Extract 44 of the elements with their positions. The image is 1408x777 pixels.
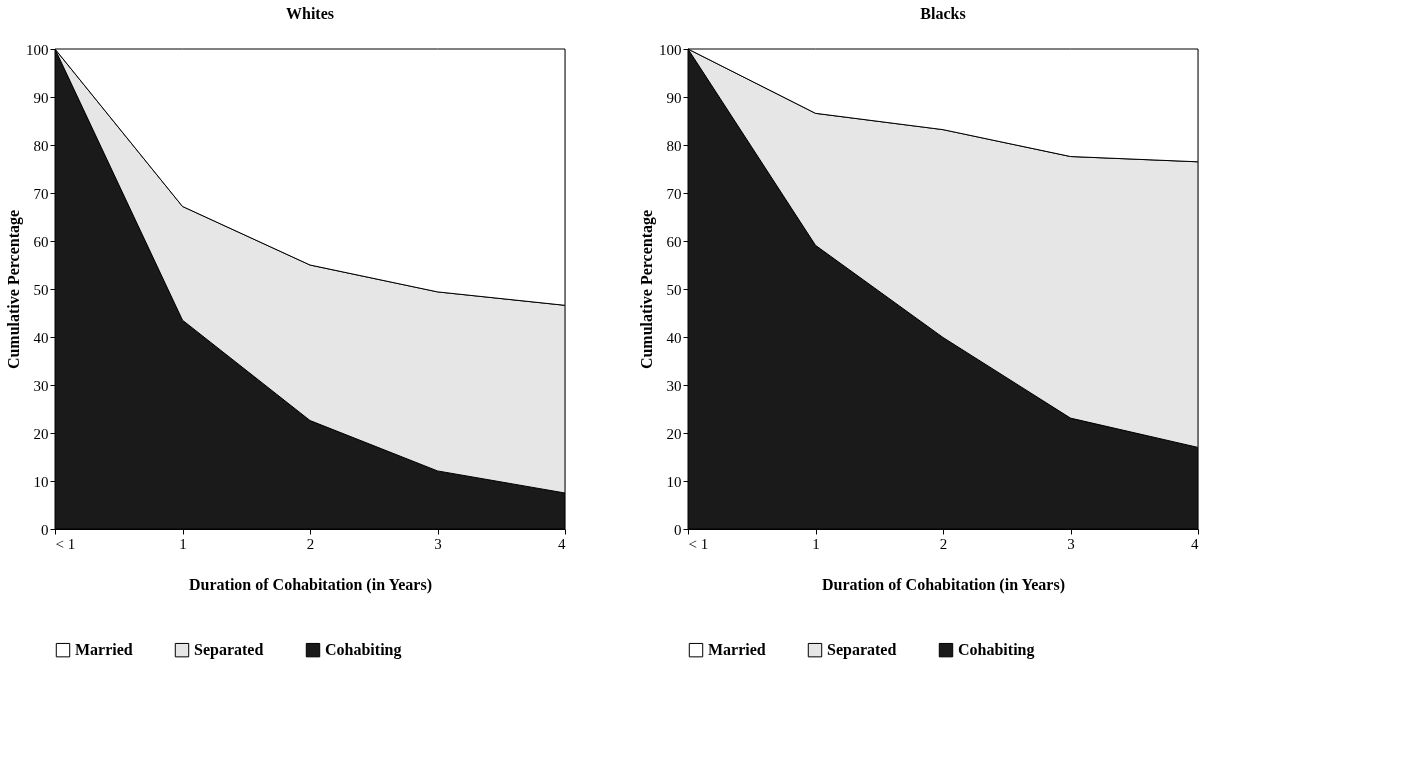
y-tick-label: 10 — [33, 473, 49, 490]
y-tick-label: 10 — [666, 473, 682, 490]
y-tick-label: 30 — [33, 377, 49, 394]
legend-label: Cohabiting — [958, 641, 1035, 660]
x-axis-title: Duration of Cohabitation (in Years) — [189, 575, 432, 594]
y-tick-label: 60 — [666, 233, 682, 250]
y-tick-label: 90 — [666, 89, 682, 106]
y-tick-label: 50 — [33, 281, 49, 298]
legend-label: Separated — [827, 641, 897, 660]
legend-label: Cohabiting — [325, 641, 402, 660]
x-tick-label: 2 — [306, 535, 315, 552]
chart-title: Blacks — [920, 5, 966, 22]
x-tick-label: < 1 — [55, 535, 76, 552]
x-tick-label: 1 — [179, 535, 187, 552]
y-tick-label: 0 — [674, 521, 682, 538]
y-tick-label: 20 — [666, 425, 682, 442]
y-tick-label: 0 — [41, 521, 49, 538]
x-tick-label: 4 — [558, 535, 566, 552]
legend-label: Married — [708, 641, 766, 659]
y-tick-label: 80 — [33, 137, 49, 154]
x-tick-label: 1 — [812, 535, 820, 552]
y-tick-label: 70 — [33, 185, 49, 202]
y-tick-label: 40 — [666, 329, 682, 346]
y-axis-title: Cumulative Percentage — [5, 209, 23, 370]
x-tick-label: 2 — [939, 535, 948, 552]
y-tick-label: 50 — [666, 281, 682, 298]
y-tick-label: 40 — [33, 329, 49, 346]
y-tick-label: 60 — [33, 233, 49, 250]
y-tick-label: 90 — [33, 89, 49, 106]
y-tick-label: 100 — [659, 41, 682, 58]
chart-title: Whites — [286, 5, 334, 22]
y-tick-label: 20 — [33, 425, 49, 442]
y-tick-label: 30 — [666, 377, 682, 394]
x-tick-label: < 1 — [688, 535, 709, 552]
y-tick-label: 70 — [666, 185, 682, 202]
x-tick-label: 3 — [434, 535, 442, 552]
x-tick-label: 3 — [1067, 535, 1075, 552]
y-axis-title: Cumulative Percentage — [638, 209, 656, 370]
y-tick-label: 80 — [666, 137, 682, 154]
legend-label: Separated — [194, 641, 264, 660]
y-tick-label: 100 — [26, 41, 49, 58]
x-axis-title: Duration of Cohabitation (in Years) — [822, 575, 1065, 594]
x-tick-label: 4 — [1191, 535, 1199, 552]
legend-label: Married — [75, 641, 133, 659]
